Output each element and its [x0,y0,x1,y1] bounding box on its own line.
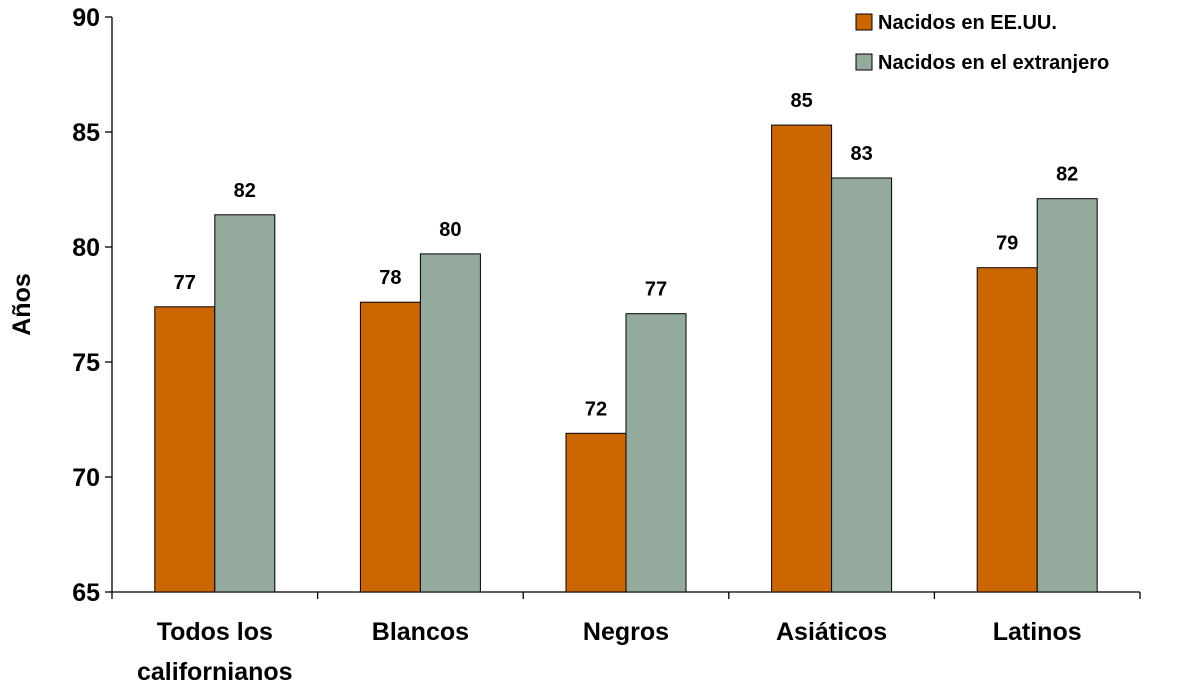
legend-label: Nacidos en EE.UU. [878,12,1057,34]
bar-foreign-born [831,177,893,593]
data-label: 77 [174,272,196,294]
y-tick-label: 70 [72,464,100,492]
bar-foreign-born [1036,198,1098,593]
bar-us-born [154,306,216,593]
x-tick-label: Negros [583,618,669,646]
bars [154,124,1098,593]
data-label: 78 [379,267,401,289]
bar-us-born [565,432,627,593]
y-tick-label: 65 [72,579,100,607]
bar-us-born [976,267,1038,593]
y-tick-label: 80 [72,234,100,262]
bar-us-born [359,301,421,593]
legend: Nacidos en EE.UU. Nacidos en el extranjer… [855,12,1109,74]
legend-swatch [855,13,873,31]
axes: 65 70 75 80 85 90 [72,4,1141,607]
x-tick-label: Asiáticos [776,618,887,646]
x-tick-label: Todos los [157,618,273,646]
x-axis-labels: Todos los californianos Blancos Negros Asiát… [137,618,1082,682]
x-tick-label: Blancos [372,618,469,646]
y-tick-label: 85 [72,119,100,147]
y-axis-title-group: Años [8,273,36,336]
data-label: 85 [790,90,812,112]
legend-label: Nacidos en el extranjero [878,52,1109,74]
data-label: 72 [585,398,607,420]
data-label: 80 [439,219,461,241]
data-label: 82 [1056,164,1078,186]
x-tick-label: Latinos [993,618,1082,646]
legend-swatch [855,53,873,71]
y-tick-label: 75 [72,349,100,377]
data-labels: 77 82 78 80 72 77 85 83 79 82 [174,90,1079,420]
data-label: 82 [234,180,256,202]
x-tick-label: californianos [137,658,293,682]
bar-foreign-born [625,313,687,593]
bar-foreign-born [214,214,276,593]
y-axis-title: Años [8,273,36,336]
bar-us-born [771,124,833,593]
data-label: 79 [996,233,1018,255]
data-label: 83 [850,143,872,165]
data-label: 77 [645,279,667,301]
y-tick-label: 90 [72,4,100,32]
bar-foreign-born [419,253,481,593]
